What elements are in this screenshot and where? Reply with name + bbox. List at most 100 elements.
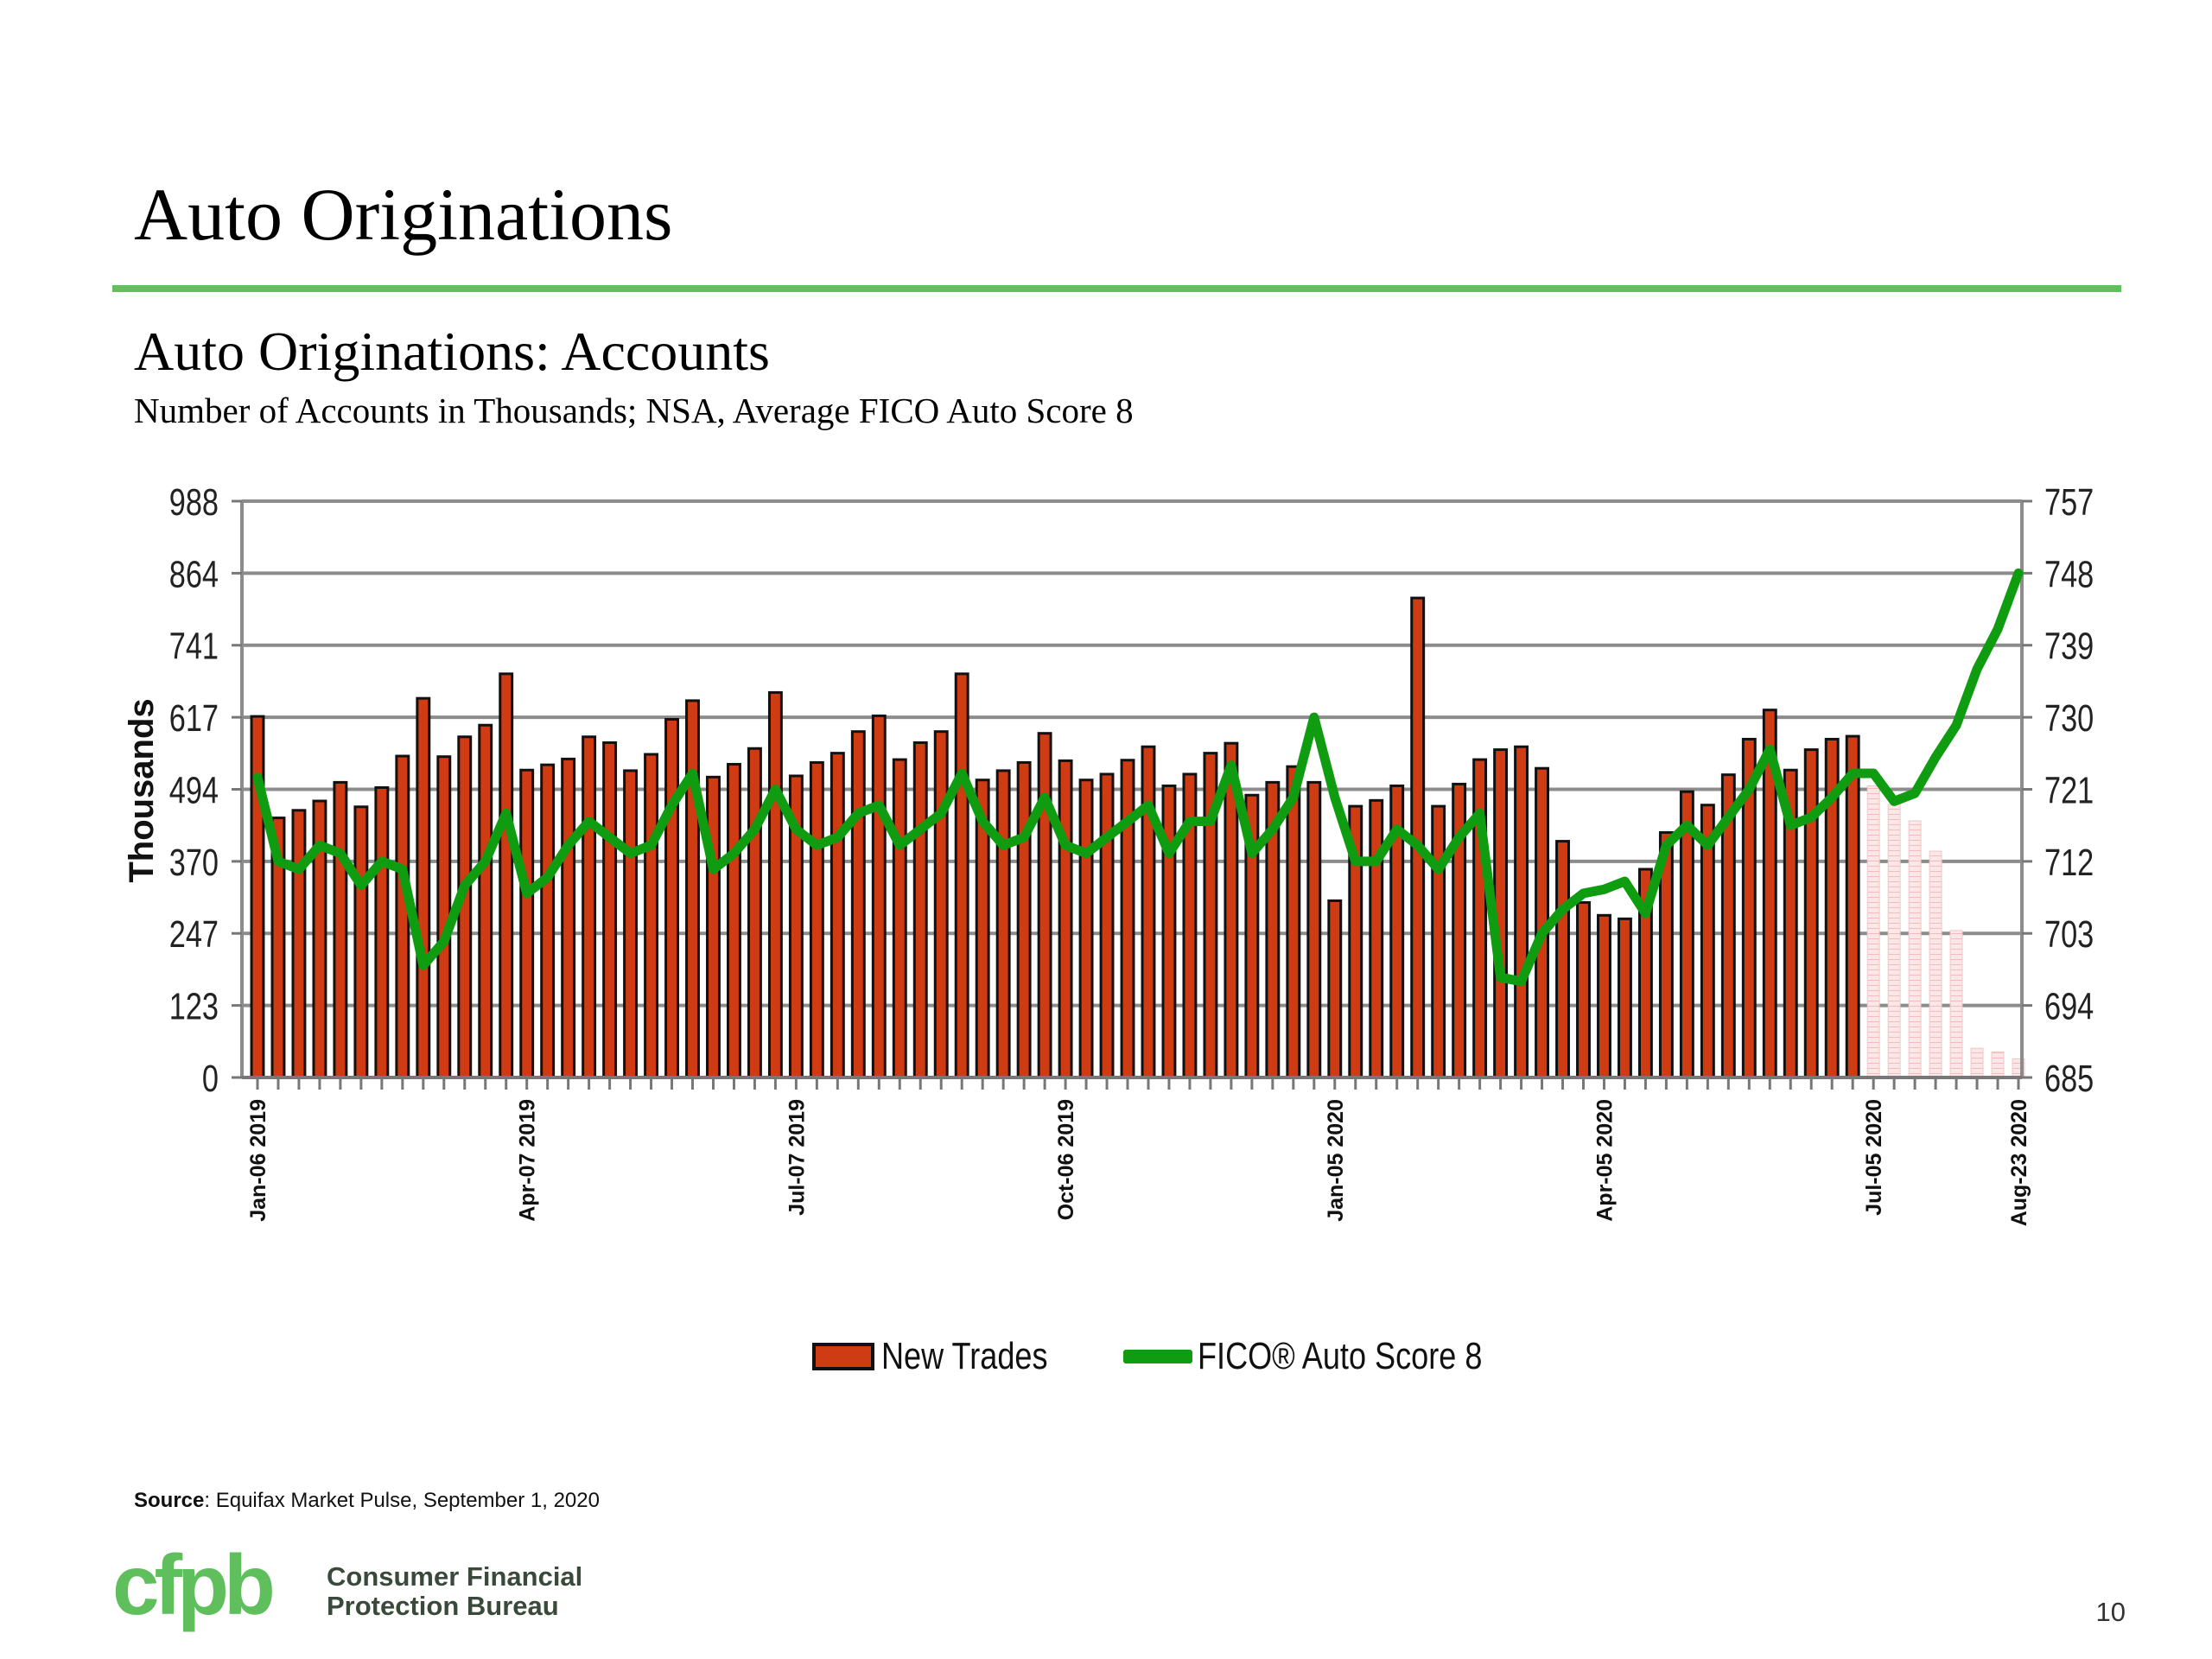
bar-new-trades xyxy=(519,768,535,1079)
right-tick-label: 694 xyxy=(2044,986,2094,1028)
bar-new-trades xyxy=(912,741,928,1079)
bar-new-trades xyxy=(1016,760,1032,1079)
x-tick-label: Apr-07 2019 xyxy=(516,1099,540,1222)
right-tick-label: 739 xyxy=(2044,626,2094,668)
left-tick-label: 370 xyxy=(169,842,219,884)
source-note: Source: Equifax Market Pulse, September … xyxy=(134,1489,600,1513)
bar-new-trades xyxy=(892,758,907,1079)
bar-new-trades xyxy=(747,747,762,1079)
x-tick-label: Jan-05 2020 xyxy=(1324,1099,1348,1222)
chart-description: Number of Accounts in Thousands; NSA, Av… xyxy=(134,391,1134,430)
chart-subtitle: Auto Originations: Accounts xyxy=(134,321,770,382)
bar-new-trades xyxy=(1866,785,1880,1078)
bar-new-trades xyxy=(540,763,556,1079)
bar-new-trades xyxy=(767,690,783,1079)
bar-new-trades xyxy=(1472,758,1488,1079)
bar-new-trades xyxy=(1845,734,1860,1079)
chart-legend: New Trades FICO® Auto Score 8 xyxy=(812,1326,1583,1387)
bar-new-trades xyxy=(416,696,431,1079)
bar-new-trades xyxy=(706,775,721,1079)
x-tick-label: Apr-05 2020 xyxy=(1592,1099,1617,1222)
right-tick-label: 757 xyxy=(2044,481,2094,524)
bar-new-trades xyxy=(623,769,639,1079)
bar-new-trades xyxy=(1617,917,1632,1079)
bar-new-trades xyxy=(1161,784,1177,1079)
bar-new-trades xyxy=(1058,759,1073,1079)
bar-new-trades xyxy=(1037,732,1052,1079)
left-tick-label: 617 xyxy=(169,697,219,740)
right-tick-label: 703 xyxy=(2044,913,2094,956)
bar-new-trades xyxy=(395,754,410,1079)
bar-new-trades xyxy=(333,780,348,1079)
bar-new-trades xyxy=(250,715,265,1079)
legend-label-fico: FICO® Auto Score 8 xyxy=(1197,1335,1483,1377)
bar-new-trades xyxy=(1555,840,1570,1079)
x-tick-label: Aug-23 2020 xyxy=(2007,1099,2031,1226)
org-name: Consumer Financial Protection Bureau xyxy=(327,1562,582,1621)
bar-new-trades xyxy=(1306,780,1322,1079)
left-tick-label: 0 xyxy=(202,1058,219,1100)
right-axis-ticks: 685 694 703 712 721 730 739 748 757 xyxy=(2044,481,2094,1100)
left-axis-ticks: 0 123 247 370 494 617 741 864 988 xyxy=(169,481,219,1100)
bar-new-trades xyxy=(1929,850,1942,1078)
bar-new-trades xyxy=(1369,798,1384,1079)
fico-line xyxy=(252,568,2024,987)
bar-new-trades xyxy=(644,753,659,1079)
bar-new-trades xyxy=(1597,913,1611,1079)
bar-new-trades xyxy=(1908,820,1922,1078)
y-axis-label: Thousands xyxy=(123,698,161,882)
left-tick-label: 123 xyxy=(169,986,219,1028)
bar-new-trades xyxy=(1286,765,1301,1079)
right-tick-label: 721 xyxy=(2044,769,2094,811)
x-tick-label: Jul-07 2019 xyxy=(785,1099,809,1216)
x-tick-label: Jul-05 2020 xyxy=(1862,1099,1886,1216)
bar-new-trades xyxy=(1991,1051,2005,1078)
bar-new-trades xyxy=(374,785,390,1079)
bar-new-trades xyxy=(1120,759,1135,1079)
bar-new-trades xyxy=(1327,899,1343,1079)
bar-new-trades xyxy=(291,809,307,1079)
x-tick-label: Oct-06 2019 xyxy=(1054,1099,1078,1220)
right-tick-label: 748 xyxy=(2044,553,2094,595)
bar-new-trades xyxy=(1431,804,1446,1079)
title-rule xyxy=(112,285,2121,292)
bar-new-trades xyxy=(933,730,949,1079)
bar-new-trades xyxy=(582,735,597,1079)
left-tick-label: 247 xyxy=(169,913,219,956)
right-tick-label: 712 xyxy=(2044,842,2094,884)
cfpb-logo: cfpb xyxy=(112,1547,277,1632)
left-tick-label: 741 xyxy=(169,626,219,668)
bar-new-trades xyxy=(1141,745,1156,1079)
left-tick-label: 494 xyxy=(169,769,219,811)
right-tick-label: 730 xyxy=(2044,697,2094,740)
bar-new-trades xyxy=(850,730,866,1079)
bar-new-trades xyxy=(871,714,887,1079)
bar-new-trades xyxy=(602,741,618,1079)
bar-new-trades xyxy=(727,762,741,1079)
x-tick-label: Jan-06 2019 xyxy=(246,1099,270,1222)
bar-new-trades xyxy=(499,672,514,1079)
right-tick-label: 685 xyxy=(2044,1058,2094,1100)
legend-label-new-trades: New Trades xyxy=(881,1335,1048,1377)
left-tick-label: 864 xyxy=(169,553,219,595)
left-tick-label: 988 xyxy=(169,481,219,524)
bar-new-trades xyxy=(809,760,824,1079)
bar-new-trades xyxy=(1803,748,1819,1079)
source-text: : Equifax Market Pulse, September 1, 202… xyxy=(204,1489,600,1512)
x-axis-tick-labels: Jan-06 2019 Apr-07 2019 Jul-07 2019 Oct-06 … xyxy=(246,1099,2031,1226)
page-number: 10 xyxy=(2095,1597,2126,1627)
legend-item-new-trades: New Trades xyxy=(812,1335,1084,1378)
slide-title: Auto Originations xyxy=(134,173,673,256)
bar-new-trades xyxy=(1949,930,1963,1078)
bar-new-trades xyxy=(478,723,493,1079)
bar-new-trades xyxy=(954,672,969,1079)
bar-new-trades xyxy=(1078,779,1094,1079)
bar-new-trades xyxy=(1970,1047,1984,1078)
bar-new-trades xyxy=(830,752,845,1079)
bar-new-trades xyxy=(1576,900,1591,1079)
bar-new-trades xyxy=(995,769,1011,1079)
bar-new-trades xyxy=(353,805,369,1079)
bar-new-trades xyxy=(1514,745,1529,1079)
legend-swatch-line xyxy=(1122,1350,1192,1363)
